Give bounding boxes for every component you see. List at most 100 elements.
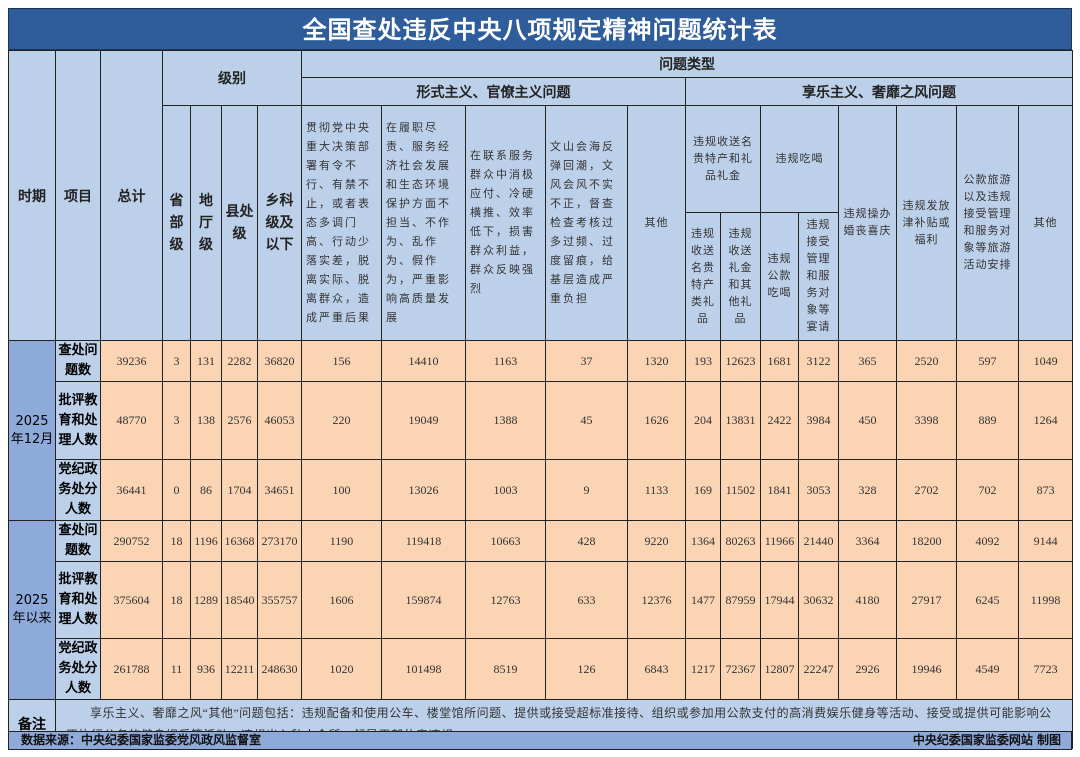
value-cell: 87959 (720, 561, 761, 639)
value-cell: 1606 (301, 561, 382, 639)
value-cell: 1264 (1017, 381, 1074, 460)
header-level-township: 乡科级及以下 (257, 105, 302, 341)
header-hedonism-other: 其他 (1017, 105, 1074, 341)
value-cell: 27917 (896, 561, 957, 639)
header-formalism: 形式主义、官僚主义问题 (301, 77, 686, 106)
header-period: 时期 (8, 50, 56, 341)
table-title: 全国查处违反中央八项规定精神问题统计表 (8, 8, 1072, 50)
value-cell: 261788 (100, 638, 163, 700)
value-cell: 193 (685, 340, 721, 382)
table-row: 党纪政务处分人数 261788 11 936 12211 248630 1020 101498… (9, 638, 1074, 700)
value-cell: 36820 (257, 340, 302, 382)
value-cell: 156 (301, 340, 382, 382)
value-cell: 1190 (301, 520, 382, 562)
period-cell: 2025年12月 (8, 340, 56, 521)
item-cell: 查处问题数 (55, 520, 101, 562)
header-formalism-col-4: 文山会海反弹回潮，文风会风不实不正，督查检查考核过多过频、过度留痕，给基层造成严… (545, 105, 628, 341)
item-cell: 批评教育和处理人数 (55, 561, 101, 639)
value-cell: 12211 (221, 638, 258, 700)
value-cell: 11966 (760, 520, 799, 562)
value-cell: 19049 (381, 381, 466, 460)
value-cell: 1163 (465, 340, 546, 382)
value-cell: 1841 (760, 459, 799, 521)
value-cell: 72367 (720, 638, 761, 700)
value-cell: 1704 (221, 459, 258, 521)
header-gift-cash: 违规收送礼金和其他礼品 (720, 212, 761, 341)
item-cell: 党纪政务处分人数 (55, 638, 101, 700)
value-cell: 936 (190, 638, 222, 700)
value-cell: 101498 (381, 638, 466, 700)
table-row: 党纪政务处分人数 36441 0 86 1704 34651 100 13026 1003 9 11… (9, 459, 1074, 521)
value-cell: 14410 (381, 340, 466, 382)
value-cell: 889 (956, 381, 1019, 460)
value-cell: 3 (162, 340, 191, 382)
value-cell: 48770 (100, 381, 163, 460)
value-cell: 0 (162, 459, 191, 521)
credit: 中央纪委国家监委网站 制图 (912, 733, 1061, 747)
value-cell: 126 (545, 638, 628, 700)
value-cell: 13026 (381, 459, 466, 521)
value-cell: 4180 (838, 561, 897, 639)
value-cell: 12376 (627, 561, 686, 639)
value-cell: 365 (838, 340, 897, 382)
value-cell: 1681 (760, 340, 799, 382)
data-source: 数据来源：中央纪委国家监委党风政风监督室 (21, 733, 262, 747)
value-cell: 4092 (956, 520, 1019, 562)
header-travel: 公款旅游以及违规接受管理和服务对象等旅游活动安排 (956, 105, 1019, 341)
value-cell: 9 (545, 459, 628, 521)
value-cell: 9220 (627, 520, 686, 562)
header-item: 项目 (55, 50, 101, 341)
header-dining-group: 违规吃喝 (760, 105, 839, 213)
table-row: 2025年以来 查处问题数 290752 18 1196 16368 273170 1190 1… (8, 520, 1074, 700)
value-cell: 30632 (798, 561, 839, 639)
value-cell: 1196 (190, 520, 222, 562)
header-gift-group: 违规收送名贵特产和礼品礼金 (685, 105, 761, 213)
value-cell: 3398 (896, 381, 957, 460)
value-cell: 2702 (896, 459, 957, 521)
value-cell: 6843 (627, 638, 686, 700)
value-cell: 220 (301, 381, 382, 460)
value-cell: 13831 (720, 381, 761, 460)
value-cell: 18200 (896, 520, 957, 562)
value-cell: 375604 (100, 561, 163, 639)
value-cell: 3122 (798, 340, 839, 382)
header-level: 级别 (162, 50, 302, 106)
value-cell: 702 (956, 459, 1019, 521)
header-allowances: 违规发放津补贴或福利 (896, 105, 957, 341)
value-cell: 2926 (838, 638, 897, 700)
value-cell: 204 (685, 381, 721, 460)
value-cell: 355757 (257, 561, 302, 639)
value-cell: 3 (162, 381, 191, 460)
value-cell: 1020 (301, 638, 382, 700)
table-row: 批评教育和处理人数 375604 18 1289 18540 355757 1606 1598… (9, 561, 1074, 639)
table-row: 2025年12月 查处问题数 39236 3 131 2282 36820 156 14410 1… (8, 340, 1074, 521)
value-cell: 4549 (956, 638, 1019, 700)
value-cell: 18540 (221, 561, 258, 639)
value-cell: 633 (545, 561, 628, 639)
value-cell: 37 (545, 340, 628, 382)
value-cell: 100 (301, 459, 382, 521)
header-total: 总计 (100, 50, 163, 341)
header-formalism-other: 其他 (627, 105, 686, 341)
value-cell: 17944 (760, 561, 799, 639)
value-cell: 46053 (257, 381, 302, 460)
value-cell: 248630 (257, 638, 302, 700)
header-gift-specialty: 违规收送名贵特产类礼品 (685, 212, 721, 341)
value-cell: 3053 (798, 459, 839, 521)
value-cell: 2520 (896, 340, 957, 382)
value-cell: 597 (956, 340, 1019, 382)
value-cell: 36441 (100, 459, 163, 521)
value-cell: 39236 (100, 340, 163, 382)
value-cell: 34651 (257, 459, 302, 521)
value-cell: 273170 (257, 520, 302, 562)
value-cell: 1626 (627, 381, 686, 460)
header-level-prefecture: 地厅级 (190, 105, 222, 341)
value-cell: 873 (1017, 459, 1074, 521)
value-cell: 9144 (1017, 520, 1074, 562)
header-formalism-col-2: 在履职尽责、服务经济社会发展和生态环境保护方面不担当、不作为、乱作为、假作为，严… (381, 105, 466, 341)
value-cell: 19946 (896, 638, 957, 700)
value-cell: 131 (190, 340, 222, 382)
value-cell: 8519 (465, 638, 546, 700)
header-weddings-funerals: 违规操办婚丧喜庆 (838, 105, 897, 341)
value-cell: 1364 (685, 520, 721, 562)
